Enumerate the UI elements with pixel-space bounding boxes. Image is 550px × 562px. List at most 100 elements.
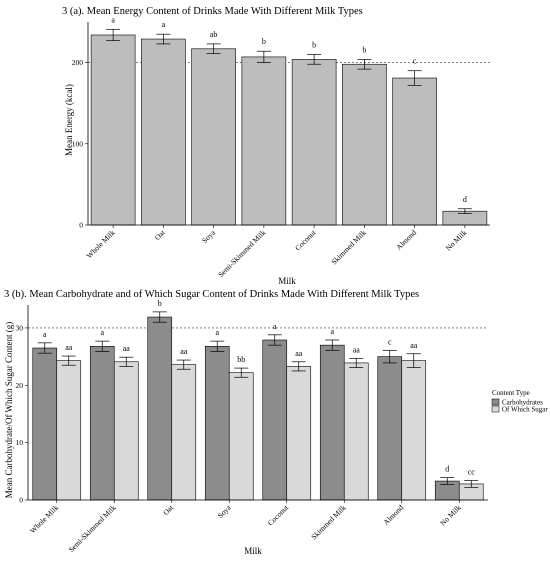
chart-b-error-bar-oat-carbohydrates bbox=[152, 311, 167, 323]
legend-swatch-of-which-sugar bbox=[491, 405, 500, 413]
chart-a-title: 3 (a). Mean Energy Content of Drinks Mad… bbox=[62, 6, 363, 17]
chart-a-plot: 0 100 200 a Whole Milk a Oat ab Soya b Semi-Skimme… bbox=[72, 15, 490, 279]
chart-a-significance-label-coconut: b bbox=[312, 40, 316, 49]
chart-b-x-tick-label-coconut: Coconut bbox=[266, 502, 291, 527]
chart-a-x-axis-title: Milk bbox=[278, 276, 296, 286]
chart-a-x-tick-label-oat: Oat bbox=[153, 227, 168, 242]
chart-a-error-bar-whole-milk bbox=[106, 28, 121, 42]
chart-a-error-bar-no-milk bbox=[457, 208, 472, 214]
chart-a-x-tick-label-soya: Soya bbox=[200, 228, 217, 245]
chart-b-significance-label-oat-of-which-sugar: aa bbox=[180, 347, 188, 356]
chart-b-error-bar-skimmed-milk-carbohydrates bbox=[325, 339, 340, 351]
chart-b-x-tick-label-skimmed-milk: Skimmed Milk bbox=[309, 503, 348, 542]
chart-a-significance-label-oat: a bbox=[162, 20, 166, 29]
chart-b-x-tick-label-almond: Almond bbox=[381, 503, 405, 527]
chart-b-error-bar-skimmed-milk-of-which-sugar bbox=[349, 357, 364, 368]
chart-a-x-tick-label-semi-skimmed-milk: Semi-Skimmed Milk bbox=[216, 228, 267, 279]
chart-a-bar-almond bbox=[392, 77, 437, 226]
chart-b-error-bar-semi-skimmed-milk-carbohydrates bbox=[95, 340, 110, 352]
chart-a-bar-whole-milk bbox=[90, 34, 136, 226]
chart-b-x-tick-label-soya: Soya bbox=[216, 503, 233, 520]
chart-a-x-tick-label-coconut: Coconut bbox=[293, 227, 318, 252]
chart-b-error-bar-almond-carbohydrates bbox=[382, 349, 397, 364]
chart-a-y-axis-title: Mean Energy (kcal) bbox=[64, 84, 74, 156]
chart-b-bar-coconut-of-which-sugar bbox=[286, 366, 312, 501]
chart-b-bar-oat-carbohydrates bbox=[147, 316, 173, 501]
chart-b-significance-label-oat-carbohydrates: b bbox=[158, 299, 162, 308]
chart-a-significance-label-soya: ab bbox=[210, 30, 218, 39]
chart-b-significance-label-semi-skimmed-milk-of-which-sugar: aa bbox=[123, 344, 131, 353]
chart-a-y-tick-label: 100 bbox=[72, 139, 84, 148]
chart-b-significance-label-soya-carbohydrates: a bbox=[215, 328, 219, 337]
chart-a-error-bar-semi-skimmed-milk bbox=[256, 50, 271, 63]
chart-b-error-bar-coconut-of-which-sugar bbox=[291, 361, 306, 372]
chart-b-x-tick-label-whole-milk: Whole Milk bbox=[28, 503, 60, 535]
chart-a-bar-coconut bbox=[291, 59, 337, 226]
chart-b-bar-coconut-carbohydrates bbox=[262, 339, 288, 501]
legend-swatch-carbohydrates bbox=[491, 398, 500, 406]
chart-b-error-bar-no-milk-carbohydrates bbox=[440, 477, 455, 485]
chart-b-significance-label-no-milk-of-which-sugar: cc bbox=[468, 468, 476, 477]
chart-b-significance-label-semi-skimmed-milk-carbohydrates: a bbox=[100, 328, 104, 337]
chart-b-error-bar-whole-milk-of-which-sugar bbox=[61, 355, 76, 366]
chart-a-x-tick-label-no-milk: No Milk bbox=[444, 228, 469, 253]
chart-a-significance-label-no-milk: d bbox=[463, 195, 467, 204]
chart-b-legend: Content Type Carbohydrates Of Which Suga… bbox=[491, 389, 548, 414]
chart-a-bar-soya bbox=[191, 48, 236, 226]
chart-b-bar-oat-of-which-sugar bbox=[171, 364, 197, 501]
chart-b-bar-almond-of-which-sugar bbox=[401, 360, 427, 501]
chart-b-bar-skimmed-milk-carbohydrates bbox=[319, 344, 345, 501]
chart-a-error-bar-soya bbox=[206, 43, 221, 55]
chart-b-y-tick-label: 30 bbox=[16, 323, 24, 332]
chart-b-significance-label-whole-milk-carbohydrates: a bbox=[43, 330, 47, 339]
chart-b-error-bar-soya-of-which-sugar bbox=[234, 367, 249, 378]
chart-a-x-tick-label-whole-milk: Whole Milk bbox=[84, 228, 116, 260]
chart-b-bar-soya-of-which-sugar bbox=[228, 372, 254, 501]
chart-b-title: 3 (b). Mean Carbohydrate and of Which Su… bbox=[4, 289, 419, 300]
chart-a-bar-oat bbox=[141, 38, 186, 226]
chart-b-significance-label-no-milk-carbohydrates: d bbox=[445, 465, 449, 474]
chart-a-y-tick-label: 0 bbox=[79, 221, 83, 230]
chart-b-x-tick-label-oat: Oat bbox=[161, 502, 176, 517]
chart-a-bar-skimmed-milk bbox=[342, 63, 387, 226]
chart-a-bar-semi-skimmed-milk bbox=[241, 56, 287, 226]
chart-a-error-bar-almond bbox=[407, 70, 422, 86]
legend-title: Content Type bbox=[492, 389, 530, 397]
chart-b-significance-label-coconut-carbohydrates: a bbox=[273, 322, 277, 331]
chart-a-error-bar-coconut bbox=[307, 54, 322, 65]
chart-a-error-bar-skimmed-milk bbox=[357, 59, 372, 70]
chart-b-bar-whole-milk-of-which-sugar bbox=[56, 360, 82, 501]
chart-b-error-bar-coconut-carbohydrates bbox=[267, 334, 282, 346]
chart-b-bar-soya-carbohydrates bbox=[204, 345, 230, 501]
chart-b-error-bar-oat-of-which-sugar bbox=[176, 359, 191, 370]
chart-a-significance-label-whole-milk: a bbox=[111, 15, 115, 24]
chart-a-significance-label-almond: c bbox=[413, 57, 417, 66]
chart-b-bar-semi-skimmed-milk-of-which-sugar bbox=[113, 361, 139, 501]
chart-a-x-tick-label-almond: Almond bbox=[394, 228, 418, 252]
chart-b-error-bar-almond-of-which-sugar bbox=[406, 353, 421, 368]
chart-a-significance-label-semi-skimmed-milk: b bbox=[262, 37, 266, 46]
chart-b-x-tick-label-no-milk: No Milk bbox=[438, 503, 463, 528]
chart-b-error-bar-soya-carbohydrates bbox=[210, 340, 225, 352]
chart-b-bar-semi-skimmed-milk-carbohydrates bbox=[89, 345, 115, 501]
chart-b-significance-label-coconut-of-which-sugar: aa bbox=[295, 349, 303, 358]
chart-b-x-tick-label-semi-skimmed-milk: Semi-Skimmed Milk bbox=[67, 503, 118, 554]
chart-b-bar-almond-carbohydrates bbox=[377, 356, 403, 501]
chart-b-error-bar-whole-milk-carbohydrates bbox=[37, 342, 52, 354]
chart-b-y-tick-label: 10 bbox=[16, 438, 24, 447]
chart-b-significance-label-almond-carbohydrates: c bbox=[388, 337, 392, 346]
chart-b-y-tick-label: 20 bbox=[16, 381, 24, 390]
chart-a-significance-label-skimmed-milk: b bbox=[362, 45, 366, 54]
chart-b-bar-skimmed-milk-of-which-sugar bbox=[343, 362, 369, 501]
chart-a-x-tick-label-skimmed-milk: Skimmed Milk bbox=[329, 228, 368, 267]
chart-b-y-tick-label: 0 bbox=[19, 496, 23, 505]
chart-b-error-bar-no-milk-of-which-sugar bbox=[464, 480, 479, 488]
chart-a-y-tick-label: 200 bbox=[72, 58, 84, 67]
legend-label-carbohydrates: Carbohydrates bbox=[502, 399, 543, 407]
legend-label-of-which-sugar: Of Which Sugar bbox=[502, 406, 548, 414]
chart-b-significance-label-almond-of-which-sugar: aa bbox=[410, 341, 418, 350]
chart-b-error-bar-semi-skimmed-milk-of-which-sugar bbox=[119, 356, 134, 367]
chart-b-significance-label-skimmed-milk-carbohydrates: a bbox=[330, 327, 334, 336]
